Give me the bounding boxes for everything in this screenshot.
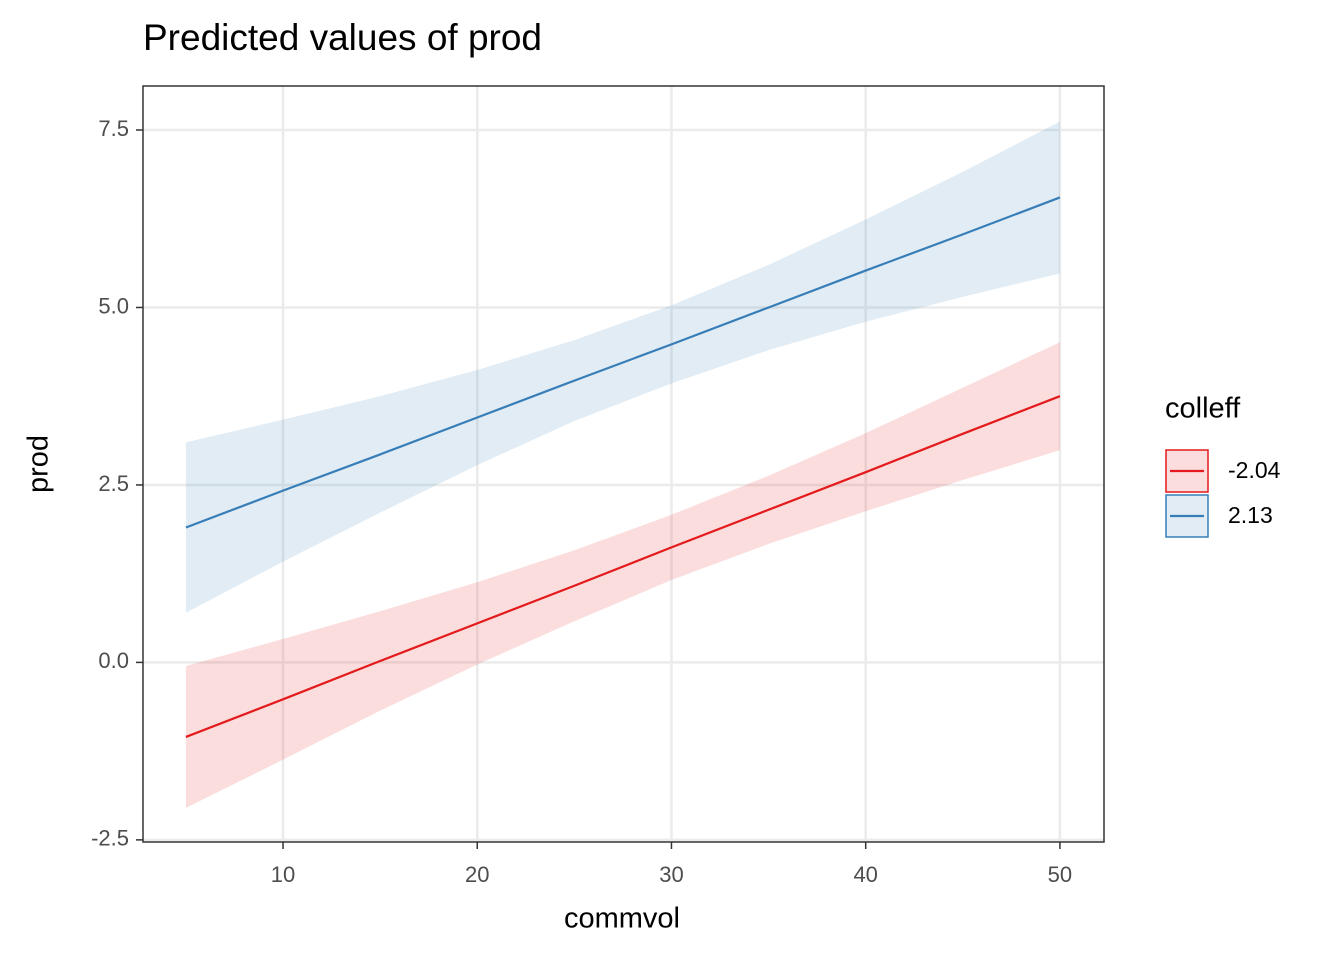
plot-border [142,85,1105,843]
x-tick-label: 50 [1048,862,1072,887]
confidence-band [185,342,1060,808]
x-tick-label: 30 [659,862,683,887]
x-axis-title: commvol [564,903,680,935]
x-tick-label: 40 [853,862,877,887]
line [185,395,1061,738]
y-tick-label: -2.5 [91,826,129,851]
chart-title: Predicted values of prod [143,17,542,58]
y-tick-label: 2.5 [98,471,129,496]
x-tick-label: 20 [465,862,489,887]
confidence-band [185,121,1060,613]
y-tick-label: 7.5 [98,116,129,141]
y-axis-title: prod [23,435,55,493]
y-tick-label: 0.0 [98,648,129,673]
x-tick-label: 10 [271,862,295,887]
legend-label: -2.04 [1228,457,1281,483]
legend-label: 2.13 [1228,502,1273,528]
y-tick-label: 5.0 [98,293,129,318]
legend-title: colleff [1165,393,1241,425]
line [185,196,1061,529]
